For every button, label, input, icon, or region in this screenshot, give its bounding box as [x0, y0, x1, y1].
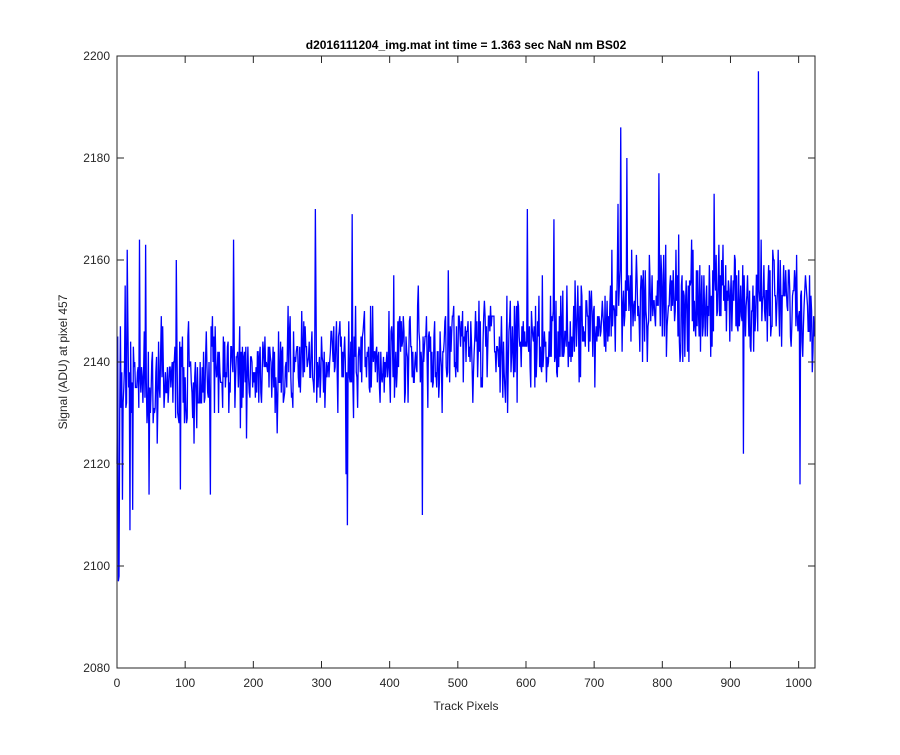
x-tick-label: 0: [114, 676, 121, 690]
x-tick-label: 700: [584, 676, 604, 690]
x-tick-label: 800: [652, 676, 672, 690]
x-tick-label: 300: [311, 676, 331, 690]
y-tick-label: 2200: [83, 49, 110, 63]
y-tick-label: 2140: [83, 355, 110, 369]
x-tick-label: 400: [380, 676, 400, 690]
y-tick-label: 2120: [83, 457, 110, 471]
y-tick-label: 2180: [83, 151, 110, 165]
x-tick-label: 900: [720, 676, 740, 690]
x-tick-label: 500: [448, 676, 468, 690]
x-axis-label: Track Pixels: [434, 699, 499, 713]
x-tick-label: 100: [175, 676, 195, 690]
x-tick-label: 600: [516, 676, 536, 690]
x-tick-label: 200: [243, 676, 263, 690]
y-axis-label: Signal (ADU) at pixel 457: [56, 294, 70, 429]
y-tick-label: 2080: [83, 661, 110, 675]
x-tick-label: 1000: [785, 676, 812, 690]
chart-title: d2016111204_img.mat int time = 1.363 sec…: [306, 38, 627, 52]
y-tick-label: 2100: [83, 559, 110, 573]
signal-line: [116, 71, 815, 582]
y-tick-label: 2160: [83, 253, 110, 267]
